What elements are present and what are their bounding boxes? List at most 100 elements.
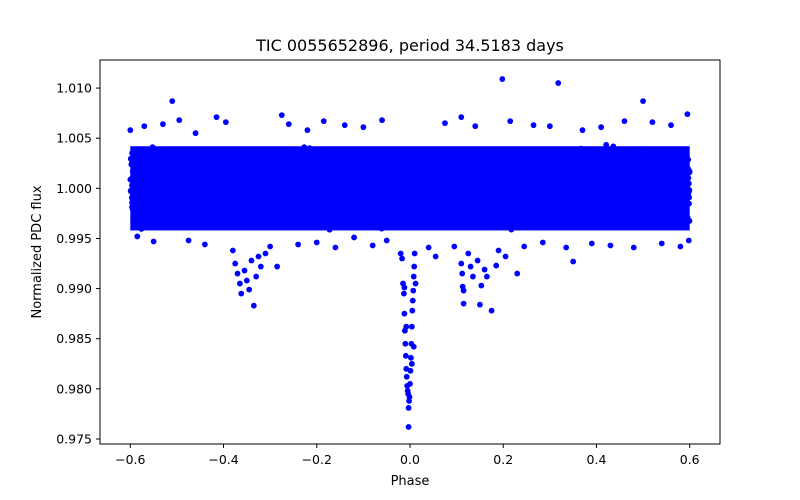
data-point [545,170,551,177]
data-point [581,159,588,166]
data-point [481,162,488,169]
data-point [241,267,248,274]
data-point [443,158,450,165]
data-point [323,161,330,168]
data-point [266,164,273,170]
data-point [564,196,571,203]
data-point [405,198,412,205]
data-point [470,179,477,186]
data-point [128,161,135,168]
data-point [345,184,351,191]
data-point [357,178,364,185]
data-point [325,222,332,229]
data-point [442,120,448,127]
x-axis-label: Phase [391,474,430,489]
data-point [401,208,407,215]
data-point [447,203,454,209]
data-point [170,164,177,171]
data-point [472,123,479,130]
data-point [219,200,226,207]
data-point [158,191,165,198]
data-point [313,183,320,190]
data-point [537,192,544,199]
data-point [471,203,478,210]
data-point [451,243,458,250]
data-point [405,424,412,430]
data-point [353,155,360,161]
data-point [373,151,380,158]
data-point [686,194,693,201]
data-point [196,160,203,167]
data-point [227,158,234,164]
data-point [603,157,610,163]
data-point [438,209,445,216]
data-point [394,152,401,159]
data-point [677,243,684,250]
data-point [613,164,620,171]
data-point [209,191,216,198]
data-point [383,237,390,244]
data-point [431,192,438,198]
data-point [192,130,199,137]
data-point [410,273,417,280]
data-point [541,158,548,165]
data-point [196,153,203,160]
data-point [531,201,537,208]
data-point [176,117,183,124]
data-point [164,222,171,229]
data-point [208,166,215,172]
data-point [371,180,378,187]
data-point [304,218,311,225]
data-point [533,165,540,172]
data-point [401,168,408,175]
y-tick-label: 0.995 [56,231,92,246]
data-point [660,202,666,209]
x-tick-label: −0.2 [302,452,332,467]
data-point [484,170,491,177]
data-point [462,164,469,170]
data-point [407,380,413,387]
data-point [542,210,549,217]
data-point [395,180,402,186]
data-point [423,177,429,184]
data-point [154,155,161,161]
data-point [521,243,528,250]
data-point [310,212,316,219]
data-point [644,175,651,182]
data-point [358,160,364,167]
data-point [282,172,289,179]
data-point [391,147,398,153]
data-point [632,213,639,220]
data-point [160,181,166,188]
data-point [655,190,662,197]
data-point [402,340,409,347]
x-tick-label: −0.4 [208,452,238,467]
data-point [234,270,241,277]
data-point [528,166,534,173]
data-point [260,215,266,221]
data-point [254,218,260,225]
data-point [538,154,545,160]
data-point [400,222,407,229]
data-point [569,157,576,163]
data-point [580,190,586,197]
data-point [686,200,692,207]
data-point [129,190,136,196]
data-point [286,206,293,213]
data-point [451,198,458,205]
data-point [278,112,285,119]
data-point [261,150,268,157]
data-point [235,218,242,224]
data-point [269,200,276,207]
data-point [276,200,282,207]
data-point [597,202,603,209]
data-point [397,250,404,257]
data-point [622,158,628,165]
data-point [290,218,297,225]
data-point [522,198,528,204]
data-point [257,186,264,193]
data-point [464,151,471,158]
data-point [663,183,669,190]
data-point [456,147,463,154]
data-point [223,149,230,155]
